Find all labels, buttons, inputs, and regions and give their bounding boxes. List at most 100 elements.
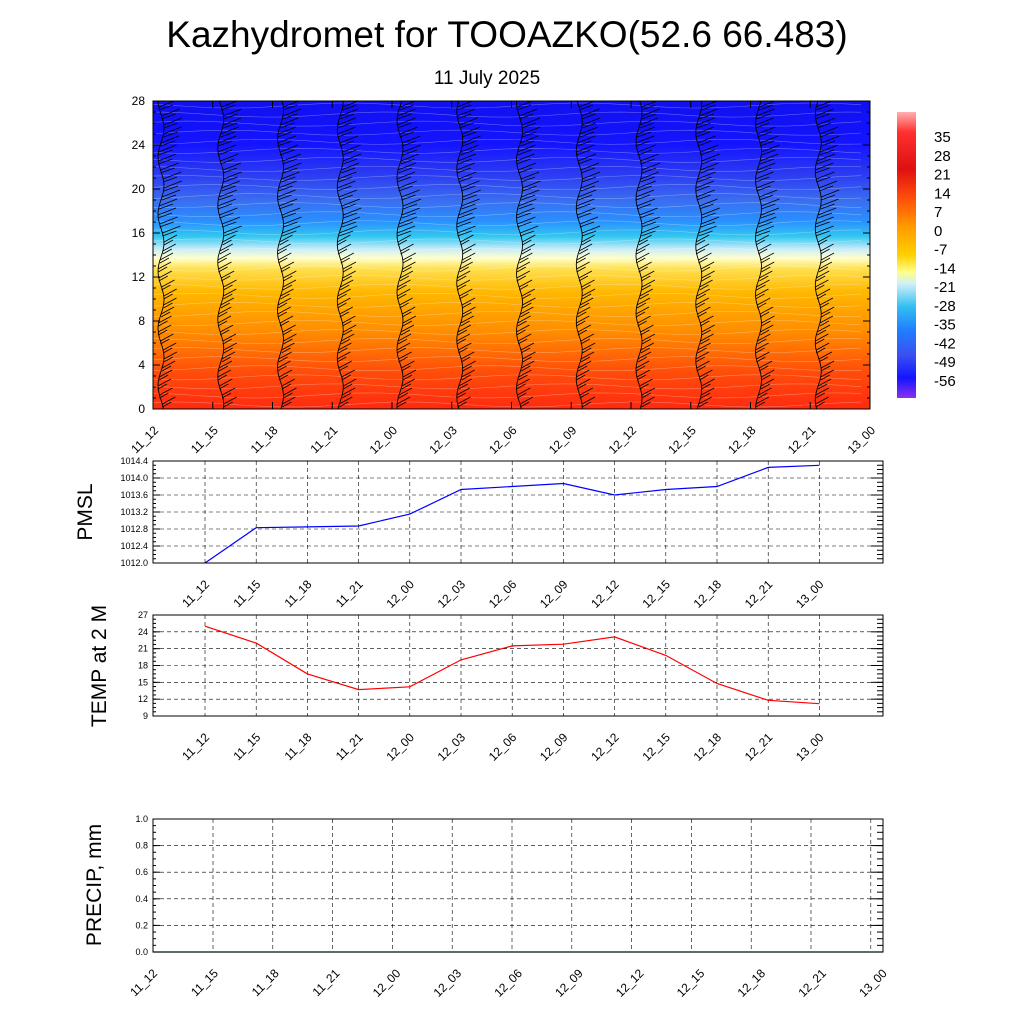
isoline xyxy=(153,311,862,317)
chart-title: Kazhydromet for TOOAZKO(52.6 66.483) xyxy=(166,14,847,55)
isoline xyxy=(153,102,862,109)
x-tick-label: 11_21 xyxy=(333,577,366,610)
x-tick-label: 12_15 xyxy=(639,730,673,764)
colorbar-label: 21 xyxy=(934,167,951,184)
isoline xyxy=(153,274,862,281)
y-tick-label: 9 xyxy=(143,711,148,721)
barb-feathers xyxy=(755,101,780,408)
barb-feathers xyxy=(217,101,242,408)
isoline xyxy=(153,166,862,172)
colorbar-bar xyxy=(897,112,916,398)
colorbar-label: -7 xyxy=(934,242,947,259)
x-tick-label: 12_12 xyxy=(588,730,622,764)
x-tick-label: 12_03 xyxy=(426,423,460,457)
x-tick-label: 12_06 xyxy=(486,577,520,611)
isoline xyxy=(153,147,862,154)
y-tick-label: 24 xyxy=(132,138,146,152)
x-tick-label: 11_12 xyxy=(179,730,212,763)
x-tick-label: 12_09 xyxy=(537,730,571,764)
y-tick-label: 0.4 xyxy=(135,894,148,904)
isoline xyxy=(153,301,862,308)
barb-staff xyxy=(575,101,583,409)
isoline xyxy=(153,202,862,209)
x-tick-label: 13_00 xyxy=(793,577,827,611)
barb-staff xyxy=(277,101,284,409)
colorbar-label: 14 xyxy=(934,185,951,202)
barb-staff xyxy=(635,101,643,409)
y-tick-label: 0.6 xyxy=(135,867,148,877)
precip-frame xyxy=(152,818,884,953)
x-tick-label: 11_12 xyxy=(128,423,161,456)
barb-feathers xyxy=(157,101,183,408)
isoline xyxy=(153,229,862,236)
isoline xyxy=(153,265,862,272)
isoline xyxy=(153,175,862,181)
x-tick-label: 11_21 xyxy=(308,423,341,456)
pmsl-grid xyxy=(153,460,883,564)
isoline xyxy=(153,347,862,353)
precip-grid xyxy=(153,818,883,953)
barb-feathers xyxy=(635,101,661,408)
x-tick-label: 12_06 xyxy=(486,730,520,764)
pmsl-y-axis: 1012.0 1012.4 1012.8 1013.2 1013.6 1014.0 1014… xyxy=(120,456,883,568)
x-tick-label: 11_21 xyxy=(333,730,366,763)
x-tick-label: 12_00 xyxy=(367,423,401,457)
isoline xyxy=(153,383,862,390)
y-tick-label: 15 xyxy=(138,677,148,687)
precip-ylabel: PRECIP, mm xyxy=(83,824,106,946)
heatmap-field xyxy=(153,101,870,409)
isoline xyxy=(153,356,862,363)
y-tick-label: 0.2 xyxy=(135,920,148,930)
x-tick-label: 12_21 xyxy=(742,577,776,611)
x-tick-label: 11_15 xyxy=(188,966,221,999)
isoline xyxy=(153,329,862,335)
colorbar-label: -56 xyxy=(934,373,956,390)
barb-staff xyxy=(755,101,762,409)
x-tick-label: 11_21 xyxy=(310,966,343,999)
colorbar-label: 28 xyxy=(934,148,951,165)
precip-panel: 0.00.20.40.60.81.0 11_12 11_15 11_18 11_21 1… xyxy=(83,814,890,1000)
heatmap-panel: 0 4 8 12 16 20 24 28 11_12 11_15 11_18 11_21 12_00 1… xyxy=(128,94,878,457)
x-tick-label: 12_12 xyxy=(613,966,647,1000)
x-tick-label: 12_03 xyxy=(435,577,469,611)
x-tick-label: 12_18 xyxy=(691,730,725,764)
x-tick-label: 11_15 xyxy=(188,423,221,456)
x-tick-label: 12_00 xyxy=(370,966,404,1000)
y-tick-label: 1012.0 xyxy=(120,558,148,568)
x-tick-label: 12_18 xyxy=(735,966,769,1000)
colorbar-label: -28 xyxy=(934,298,956,315)
isoline xyxy=(153,129,862,136)
wind-barbs xyxy=(157,101,840,409)
y-tick-label: 0 xyxy=(138,402,145,416)
x-tick-label: 12_12 xyxy=(588,577,622,611)
y-tick-label: 16 xyxy=(132,226,146,240)
x-tick-label: 12_00 xyxy=(383,730,417,764)
y-tick-label: 12 xyxy=(138,694,148,704)
barb-feathers xyxy=(576,101,601,408)
colorbar-label: -14 xyxy=(934,260,956,277)
pmsl-panel: 1012.0 1012.4 1012.8 1013.2 1013.6 1014.0 1014… xyxy=(74,456,884,611)
isoline xyxy=(153,292,862,299)
x-tick-label: 12_09 xyxy=(537,577,571,611)
y-tick-label: 8 xyxy=(138,314,145,328)
x-tick-label: 12_21 xyxy=(742,730,776,764)
temp-ylabel: TEMP at 2 M xyxy=(88,605,111,727)
y-tick-label: 1.0 xyxy=(135,814,148,824)
x-tick-label: 12_06 xyxy=(491,966,525,1000)
isoline xyxy=(153,247,862,254)
y-tick-label: 28 xyxy=(132,94,146,108)
y-tick-label: 27 xyxy=(138,610,148,620)
x-tick-label: 12_09 xyxy=(552,966,586,1000)
isoline xyxy=(153,138,862,145)
isoline xyxy=(153,283,861,290)
colorbar-label: -49 xyxy=(934,354,956,371)
isoline xyxy=(153,193,862,199)
isoline xyxy=(153,111,862,118)
x-tick-label: 11_12 xyxy=(179,577,212,610)
pmsl-ylabel: PMSL xyxy=(74,483,97,540)
x-tick-label: 12_18 xyxy=(725,423,759,457)
y-tick-label: 18 xyxy=(138,661,148,671)
x-tick-label: 11_12 xyxy=(127,966,160,999)
